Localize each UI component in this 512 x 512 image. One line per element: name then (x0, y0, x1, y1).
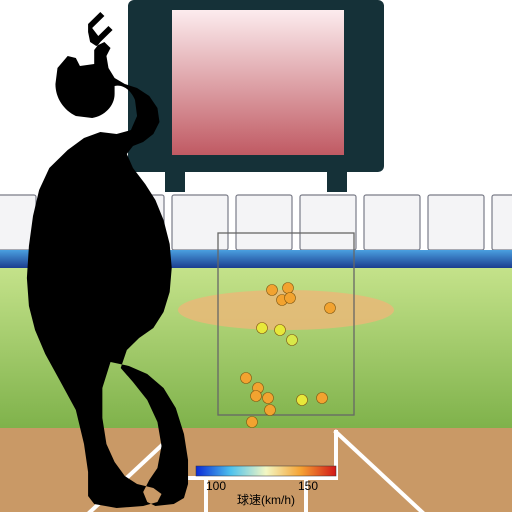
chart-svg: 100 150球速(km/h) (0, 0, 512, 512)
scoreboard-leg (165, 170, 185, 192)
pitch-marker (257, 323, 268, 334)
colorbar-tick: 150 (298, 479, 318, 493)
pitch-marker (283, 283, 294, 294)
pitch-marker (287, 335, 298, 346)
bleacher-panel (492, 195, 512, 250)
pitch-marker (251, 391, 262, 402)
colorbar-label: 球速(km/h) (237, 493, 295, 507)
pitch-marker (265, 405, 276, 416)
pitch-marker (317, 393, 328, 404)
pitch-marker (297, 395, 308, 406)
pitch-location-chart: 100 150球速(km/h) (0, 0, 512, 512)
bleacher-panel (428, 195, 484, 250)
scoreboard-leg (327, 170, 347, 192)
pitch-marker (263, 393, 274, 404)
scoreboard-screen (172, 10, 344, 155)
pitch-marker (325, 303, 336, 314)
pitch-marker (285, 293, 296, 304)
pitch-marker (241, 373, 252, 384)
bleacher-panel (364, 195, 420, 250)
colorbar (196, 466, 336, 476)
strike-zone (218, 233, 354, 415)
pitch-marker (247, 417, 258, 428)
pitch-marker (267, 285, 278, 296)
colorbar-tick: 100 (206, 479, 226, 493)
pitch-marker (275, 325, 286, 336)
